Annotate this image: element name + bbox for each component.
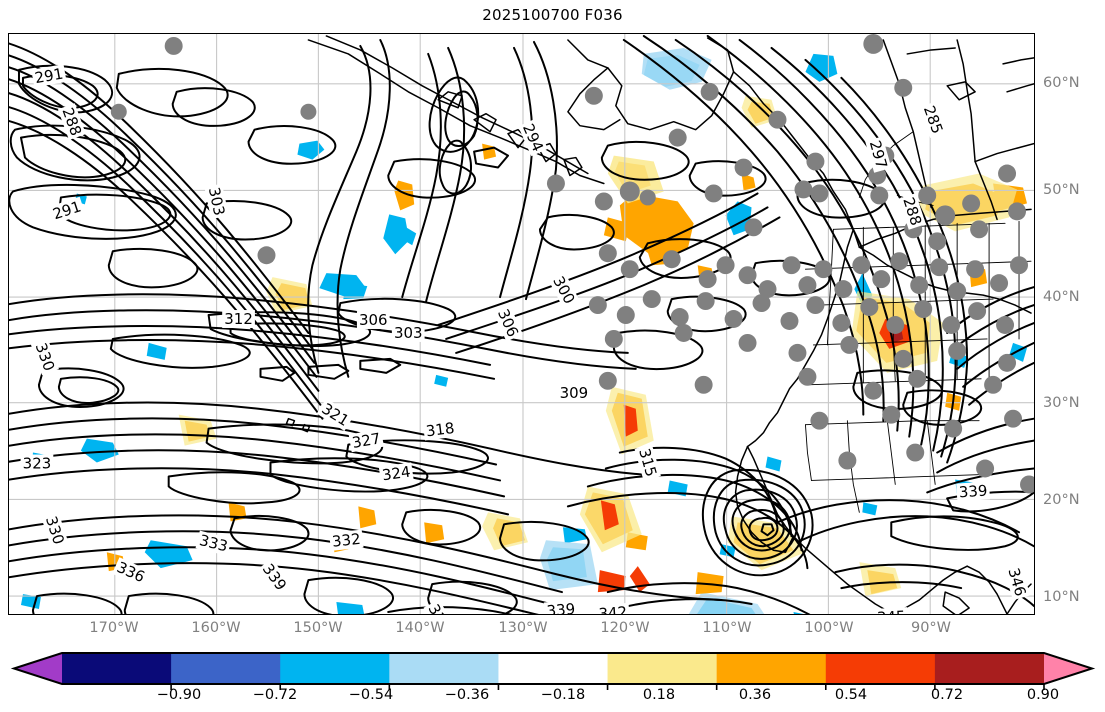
- lon-tick-100w: 100°W: [804, 620, 854, 636]
- lon-tick-170w: 170°W: [89, 620, 139, 636]
- contour-label: 315: [634, 444, 661, 481]
- contour-label-text: 291: [33, 65, 64, 88]
- colorbar-segment: [934, 653, 1045, 684]
- map-plot-area[interactable]: 291 288 291 303 294 297 285 288 300 303 306 306 309 3…: [8, 33, 1035, 615]
- contour-label-text: 303: [394, 324, 423, 342]
- lon-tick-90w: 90°W: [910, 620, 952, 636]
- contour-label: 318: [422, 418, 458, 441]
- contour-label: 339: [543, 599, 579, 614]
- contour-label-text: 309: [560, 384, 589, 402]
- colorbar-segment: [171, 653, 281, 684]
- colorbar-segment: [389, 653, 500, 684]
- lat-tick-20n: 20°N: [1043, 492, 1080, 508]
- lon-tick-110w: 110°W: [702, 620, 752, 636]
- contour-label-text: 303: [205, 186, 229, 218]
- contour-label: 303: [204, 183, 229, 220]
- contour-label-text: 339: [958, 481, 988, 501]
- cbar-tick-0.90: 0.90: [1026, 687, 1060, 703]
- contour-label: 324: [378, 462, 414, 485]
- contour-label-text: 323: [23, 455, 52, 473]
- contour-label-text: 339: [546, 600, 576, 614]
- cbar-tick--0.72: −0.72: [252, 687, 298, 703]
- cbar-tick-0.18: 0.18: [642, 687, 676, 703]
- colorbar-segment: [716, 653, 827, 684]
- lon-tick-160w: 160°W: [191, 620, 241, 636]
- colorbar-svg: [10, 652, 1096, 690]
- lat-tick-40n: 40°N: [1043, 289, 1080, 305]
- contour-label-text: 345: [877, 607, 906, 614]
- contour-label-text: 318: [425, 419, 456, 440]
- page-title: 2025100700 F036: [482, 6, 623, 24]
- contour-label: 285: [919, 101, 948, 139]
- colorbar-under-arrow: [14, 653, 62, 684]
- colorbar-outline: [10, 652, 1096, 685]
- contour-label-text: 324: [381, 463, 412, 485]
- colorbar[interactable]: [10, 652, 1096, 690]
- lon-tick-120w: 120°W: [600, 620, 650, 636]
- contour-label-text: 306: [359, 311, 388, 329]
- cbar-tick-0.54: 0.54: [834, 687, 868, 703]
- contour-label: 327: [348, 428, 384, 453]
- lat-tick-50n: 50°N: [1043, 182, 1080, 198]
- cbar-tick--0.90: −0.90: [156, 687, 202, 703]
- cbar-tick--0.18: −0.18: [540, 687, 586, 703]
- colorbar-segment: [825, 653, 936, 684]
- contour-label-text: 327: [351, 429, 382, 452]
- lat-tick-10n: 10°N: [1043, 589, 1080, 605]
- colorbar-segment: [62, 653, 172, 684]
- contour-label-text: 332: [331, 530, 361, 551]
- contour-label: 312: [222, 310, 255, 328]
- contour-label: 306: [356, 311, 390, 329]
- contour-label: 323: [20, 455, 54, 473]
- contour-label: 309: [557, 384, 591, 402]
- lon-tick-130w: 130°W: [498, 620, 548, 636]
- contour-label-text: 312: [224, 310, 253, 328]
- contour-label: 291: [31, 64, 67, 88]
- lat-tick-60n: 60°N: [1043, 75, 1080, 91]
- cbar-tick-0.36: 0.36: [738, 687, 772, 703]
- colorbar-segment: [607, 653, 718, 684]
- contour-label: 342: [595, 602, 630, 614]
- cbar-tick--0.36: −0.36: [444, 687, 490, 703]
- contour-label: 339: [956, 481, 991, 502]
- contour-label: 332: [329, 529, 364, 551]
- lon-tick-140w: 140°W: [395, 620, 445, 636]
- contour-label-text: 342: [598, 603, 628, 614]
- contour-label: 303: [391, 324, 425, 342]
- lon-tick-150w: 150°W: [293, 620, 343, 636]
- cbar-tick--0.54: −0.54: [348, 687, 394, 703]
- colorbar-segment: [280, 653, 390, 684]
- colorbar-over-arrow: [1044, 653, 1092, 684]
- contour-label: 345: [874, 607, 909, 614]
- lat-tick-30n: 30°N: [1043, 395, 1080, 411]
- cbar-tick-0.72: 0.72: [930, 687, 964, 703]
- colorbar-segment: [498, 653, 609, 684]
